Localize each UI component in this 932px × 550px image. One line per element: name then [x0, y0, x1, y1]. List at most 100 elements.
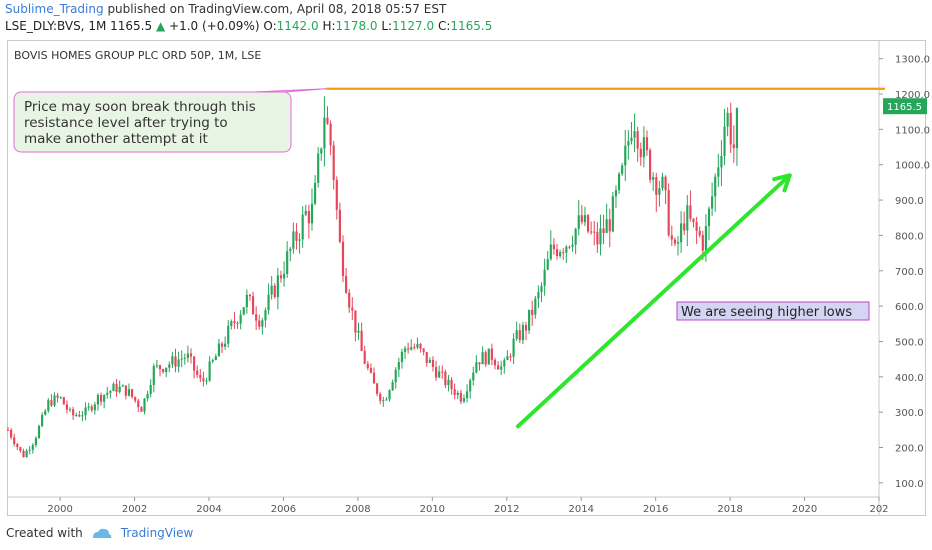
x-tick-label: 2018	[717, 504, 742, 515]
candle	[698, 226, 701, 238]
candle	[397, 357, 400, 378]
candle-body	[28, 449, 31, 451]
candle	[264, 307, 267, 328]
tradingview-link[interactable]: TradingView	[120, 526, 194, 540]
candle	[465, 384, 469, 403]
candle	[13, 433, 16, 447]
candle-body	[180, 358, 183, 360]
candle-body	[528, 309, 531, 331]
publish-line: Sublime_Trading published on TradingView…	[5, 2, 446, 16]
candle	[648, 147, 652, 184]
candle	[627, 130, 630, 160]
y-tick-label: 100.0	[895, 479, 924, 490]
candle	[431, 356, 435, 372]
candle	[413, 343, 416, 350]
candle-body	[68, 409, 72, 411]
candle-body	[655, 177, 658, 195]
candle	[608, 208, 611, 248]
last-value: 1165.5	[110, 19, 153, 33]
candle	[326, 106, 329, 125]
candle-body	[531, 309, 534, 315]
candle	[258, 314, 261, 330]
chart-title: BOVIS HOMES GROUP PLC ORD 50P, 1M, LSE	[14, 49, 261, 62]
candle-body	[698, 230, 701, 236]
candle	[385, 397, 388, 401]
close-value: 1165.5	[450, 19, 493, 33]
candle-body	[273, 285, 276, 298]
candle-body	[84, 407, 87, 416]
candle	[41, 412, 44, 428]
candle-body	[400, 351, 404, 363]
candle	[670, 225, 673, 247]
candle-body	[289, 248, 292, 252]
candle	[140, 406, 143, 412]
candle	[47, 397, 50, 413]
candle	[130, 388, 134, 399]
x-tick-label: 2006	[271, 504, 296, 515]
candle-body	[630, 137, 633, 142]
candle	[96, 393, 100, 411]
candle	[323, 96, 326, 167]
candle	[444, 369, 447, 389]
candle	[645, 130, 649, 156]
candle	[540, 282, 543, 303]
candle-body	[391, 382, 394, 391]
candle-body	[37, 425, 41, 439]
candle	[379, 392, 382, 405]
candle	[453, 383, 456, 399]
candle-body	[245, 294, 248, 308]
candle	[62, 396, 65, 405]
candle	[282, 261, 286, 287]
candle	[580, 205, 583, 225]
candle-body	[425, 351, 428, 363]
candle-body	[332, 145, 335, 180]
candle-body	[552, 244, 556, 250]
candle-body	[444, 371, 447, 386]
candle-body	[394, 369, 397, 383]
candle	[428, 357, 431, 364]
candle-body	[611, 196, 614, 232]
candle	[239, 310, 242, 330]
candle	[723, 108, 726, 166]
candle-body	[248, 294, 252, 297]
candle-body	[574, 228, 577, 245]
price-tag	[883, 98, 927, 115]
candle-body	[360, 330, 363, 351]
candle-body	[168, 364, 171, 368]
candle	[655, 172, 658, 213]
candle	[562, 248, 565, 260]
candle	[196, 365, 199, 378]
candle-body	[236, 322, 239, 324]
candle	[208, 356, 211, 382]
candle	[447, 374, 450, 392]
candle	[490, 343, 493, 366]
candle-body	[99, 394, 103, 402]
candle-body	[456, 392, 459, 395]
candle	[717, 153, 720, 188]
candle-body	[279, 275, 283, 279]
candle	[341, 235, 345, 283]
candle	[59, 396, 62, 400]
candle	[633, 113, 636, 153]
candle-body	[447, 379, 450, 386]
candle	[298, 233, 301, 254]
candle-body	[459, 392, 462, 402]
candle-body	[453, 389, 456, 395]
author-link[interactable]: Sublime_Trading	[5, 2, 104, 16]
candle-body	[96, 394, 100, 405]
candle	[481, 346, 484, 365]
candle	[10, 427, 13, 440]
candle	[189, 348, 193, 364]
candle-body	[580, 215, 583, 223]
candle-body	[720, 156, 723, 168]
candle	[242, 306, 245, 316]
candle-body	[602, 228, 605, 233]
candle	[227, 319, 230, 348]
high-value: 1178.0	[335, 19, 378, 33]
candle-body	[267, 294, 270, 311]
candle-body	[351, 307, 354, 311]
candle	[680, 211, 683, 253]
candle-body	[282, 274, 286, 279]
candle-body	[692, 218, 695, 223]
